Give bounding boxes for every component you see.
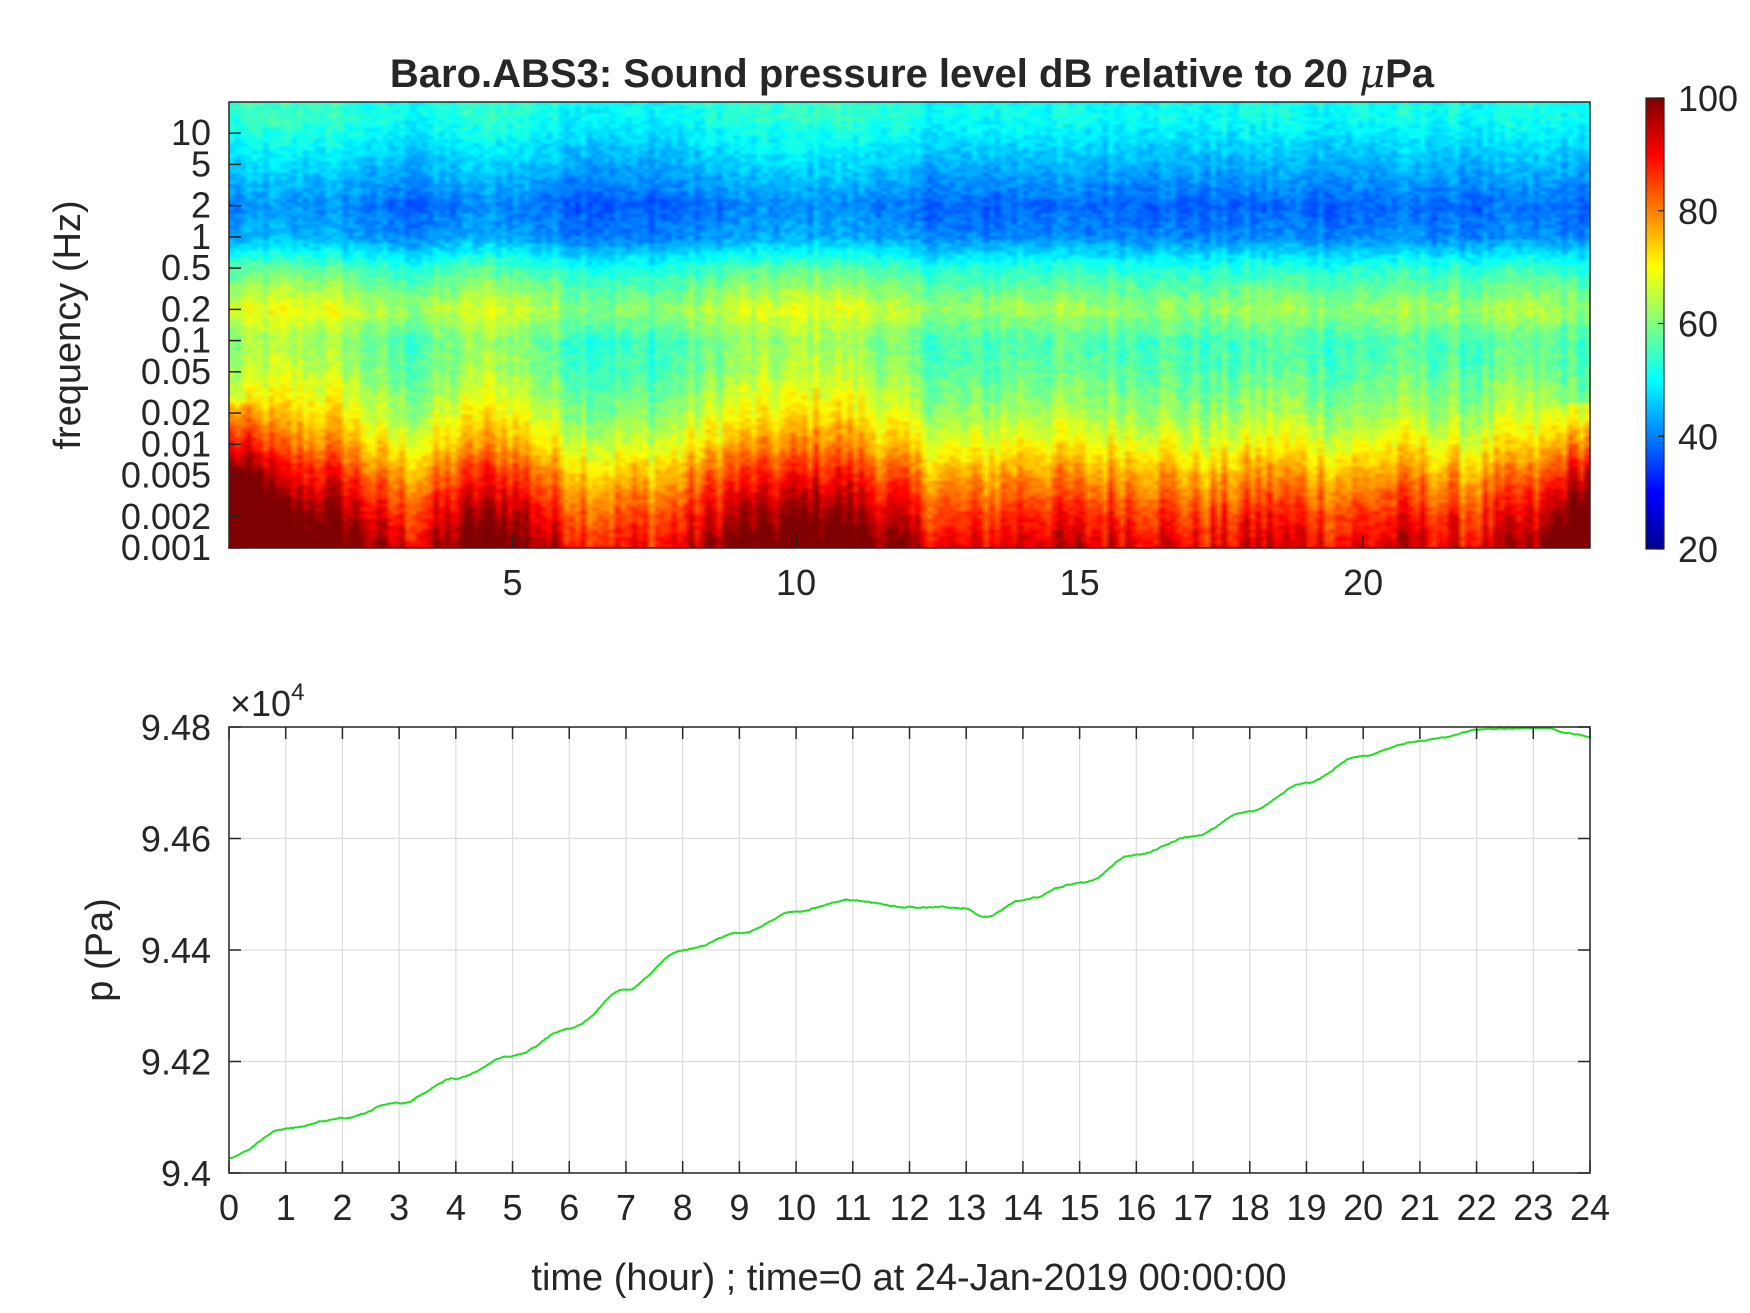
pressure-y-ticks: 9.4 9.42 9.44 9.46 9.48 <box>141 707 1590 1194</box>
y-multiplier-exp: 4 <box>291 679 304 706</box>
pressure-xtick-label: 5 <box>503 1187 523 1228</box>
pressure-xtick-label: 11 <box>834 1187 871 1228</box>
pressure-xtick-label: 17 <box>1173 1187 1213 1228</box>
pressure-ytick-label: 9.48 <box>141 707 211 748</box>
colorbar-tick-label: 100 <box>1678 78 1738 119</box>
pressure-line <box>228 726 1591 1160</box>
spectrogram-image <box>229 102 1590 548</box>
colorbar-tick-label: 80 <box>1678 191 1718 232</box>
colorbar-tick-label: 40 <box>1678 416 1718 457</box>
pressure-xtick-label: 7 <box>616 1187 636 1228</box>
spectrogram-frame <box>228 101 1591 549</box>
pressure-xtick-label: 9 <box>729 1187 749 1228</box>
spectrogram-ytick-label: 5 <box>191 143 211 184</box>
colorbar-tick-label: 20 <box>1678 529 1718 570</box>
spectrogram-ytick-label: 0.5 <box>161 247 211 288</box>
pressure-xtick-label: 15 <box>1060 1187 1100 1228</box>
spectrogram-ytick-label: 0.2 <box>161 288 211 329</box>
colorbar: 20 40 60 80 100 <box>1645 78 1738 570</box>
colorbar-ticks: 20 40 60 80 100 <box>1658 78 1738 570</box>
pressure-xtick-label: 19 <box>1286 1187 1326 1228</box>
spectrogram-ytick-label: 0.002 <box>121 496 211 537</box>
spectrogram-ytick-label: 0.1 <box>161 320 211 361</box>
pressure-xtick-label: 16 <box>1116 1187 1156 1228</box>
pressure-ylabel: p (Pa) <box>79 898 121 1001</box>
spectrogram-ytick-label: 0.01 <box>141 423 211 464</box>
pressure-xtick-label: 0 <box>219 1187 239 1228</box>
spectrogram-y-ticks: 0.0010.0020.0050.010.020.050.10.20.51251… <box>121 112 241 568</box>
pressure-xlabel: time (hour) ; time=0 at 24-Jan-2019 00:0… <box>531 1257 1286 1299</box>
pressure-xtick-label: 21 <box>1400 1187 1440 1228</box>
spectrogram-ytick-label: 0.005 <box>121 455 211 496</box>
spectrogram-xtick-label: 10 <box>776 562 816 603</box>
title-mu: μ <box>1359 51 1385 97</box>
pressure-ytick-label: 9.4 <box>161 1153 211 1194</box>
pressure-xtick-label: 4 <box>446 1187 466 1228</box>
pressure-ytick-label: 9.44 <box>141 930 211 971</box>
pressure-xtick-label: 18 <box>1230 1187 1270 1228</box>
pressure-xtick-label: 14 <box>1003 1187 1043 1228</box>
spectrogram-ytick-label: 1 <box>191 216 211 257</box>
pressure-xtick-label: 10 <box>776 1187 816 1228</box>
pressure-xtick-label: 24 <box>1570 1187 1610 1228</box>
spectrogram-x-ticks: 5 10 15 20 <box>503 536 1383 603</box>
spectrogram-xtick-label: 20 <box>1343 562 1383 603</box>
y-multiplier: ×104 <box>230 679 304 724</box>
title-prefix: Baro.ABS3: Sound pressure level dB relat… <box>390 52 1359 96</box>
pressure-xtick-label: 20 <box>1343 1187 1383 1228</box>
title-suffix: Pa <box>1385 52 1435 96</box>
spectrogram-title: Baro.ABS3: Sound pressure level dB relat… <box>390 51 1435 97</box>
pressure-xtick-label: 8 <box>673 1187 693 1228</box>
spectrogram-ylabel: frequency (Hz) <box>47 200 89 449</box>
spectrogram-ytick-label: 0.05 <box>141 351 211 392</box>
pressure-grid <box>228 726 1591 1174</box>
spectrogram-xtick-label: 15 <box>1060 562 1100 603</box>
pressure-xtick-label: 23 <box>1513 1187 1553 1228</box>
spectrogram-ytick-label: 0.02 <box>141 392 211 433</box>
pressure-xtick-label: 13 <box>946 1187 986 1228</box>
pressure-xtick-label: 12 <box>889 1187 929 1228</box>
pressure-xtick-label: 2 <box>332 1187 352 1228</box>
spectrogram-ytick-label: 0.001 <box>121 527 211 568</box>
pressure-xtick-label: 3 <box>389 1187 409 1228</box>
spectrogram-plot <box>228 101 1591 549</box>
colorbar-tick-label: 60 <box>1678 304 1718 345</box>
pressure-xtick-label: 1 <box>276 1187 296 1228</box>
spectrogram-ytick-label: 2 <box>191 185 211 226</box>
y-multiplier-base: ×10 <box>230 683 291 724</box>
pressure-xtick-label: 6 <box>559 1187 579 1228</box>
pressure-xtick-label: 22 <box>1457 1187 1497 1228</box>
spectrogram-xtick-label: 5 <box>503 562 523 603</box>
spectrogram-ytick-label: 10 <box>171 112 211 153</box>
pressure-x-ticks: 0 1 2 3 4 5 6 7 8 9 10 11 12 13 14 15 16 17 18 19 20 21 22 23 24 <box>219 727 1610 1228</box>
pressure-ytick-label: 9.42 <box>141 1042 211 1083</box>
pressure-ytick-label: 9.46 <box>141 819 211 860</box>
